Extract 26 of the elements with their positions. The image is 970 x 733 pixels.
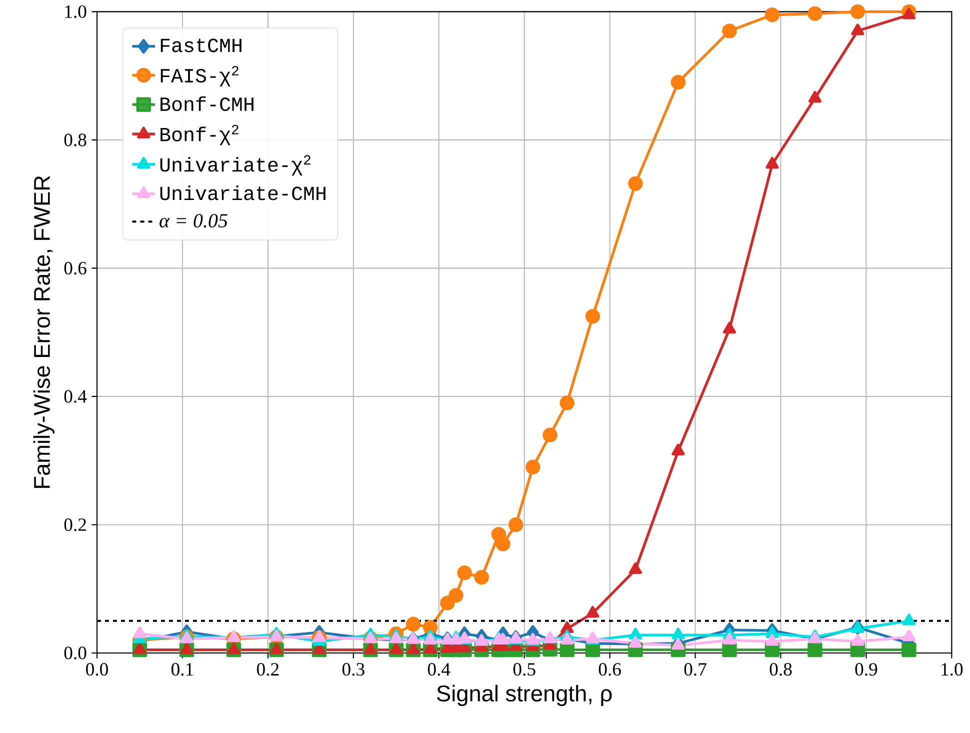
legend-label: Bonf-χ$^{2}$ bbox=[160, 124, 238, 146]
x-tick-label: 0.4 bbox=[428, 663, 450, 676]
y-tick-label: 0.6 bbox=[64, 262, 86, 275]
y-tick-label: 1.0 bbox=[65, 5, 86, 18]
legend-label: FastCMH bbox=[160, 38, 242, 52]
x-tick-label: 1.0 bbox=[942, 663, 963, 676]
legend-label: Univariate-CMH bbox=[160, 185, 326, 200]
y-tick-label: 0.4 bbox=[64, 390, 87, 403]
x-tick-label: 0.1 bbox=[172, 663, 194, 676]
x-tick-label: 0.2 bbox=[256, 663, 279, 676]
x-tick-label: 0.5 bbox=[513, 663, 536, 676]
y-tick-label: 0.2 bbox=[64, 518, 86, 532]
x-tick-label: 0.9 bbox=[855, 663, 878, 676]
y-axis-title: Family-Wise Error Rate, FWER bbox=[33, 176, 54, 488]
legend-label: FAIS-χ$^{2}$ bbox=[160, 66, 238, 86]
legend-label: Univariate-χ$^{2}$ bbox=[160, 155, 310, 176]
x-axis-title: Signal strength, ρ bbox=[437, 684, 612, 706]
legend-label: α = 0.05 bbox=[160, 214, 228, 228]
x-tick-label: 0.8 bbox=[770, 663, 792, 676]
legend-label: Bonf-CMH bbox=[160, 96, 254, 112]
x-tick-label: 0.0 bbox=[86, 663, 108, 676]
y-tick-label: 0.0 bbox=[64, 646, 86, 660]
x-tick-label: 0.3 bbox=[342, 663, 364, 676]
y-tick-label: 0.8 bbox=[64, 134, 86, 146]
x-tick-label: 0.7 bbox=[684, 663, 706, 676]
x-tick-label: 0.6 bbox=[598, 663, 621, 676]
